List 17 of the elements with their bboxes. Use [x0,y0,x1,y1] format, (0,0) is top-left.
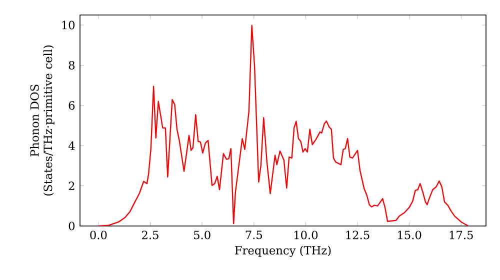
x-tick-label: 0.0 [90,230,107,240]
y-tick-label: 6 [68,101,75,110]
x-tick-label: 2.5 [142,230,158,240]
x-tick-label: 5.0 [194,230,210,240]
x-tick-label: 12.5 [346,230,370,240]
x-tick-label: 7.5 [246,230,262,240]
x-tick-label: 15.0 [398,230,422,240]
y-tick-label: 4 [68,141,75,150]
y-tick-label: 2 [68,182,74,190]
x-tick-label: 17.5 [450,230,473,240]
y-axis-title: Phonon DOS (States/THz·primitive cell) [30,45,54,196]
x-tick-label: 10.0 [294,230,318,240]
x-axis-title: Frequency (THz) [235,246,331,257]
line-series [98,24,469,226]
y-tick-label: 10 [62,20,75,30]
y-tick-label: 0 [68,222,75,230]
y-tick-label: 8 [68,60,75,70]
